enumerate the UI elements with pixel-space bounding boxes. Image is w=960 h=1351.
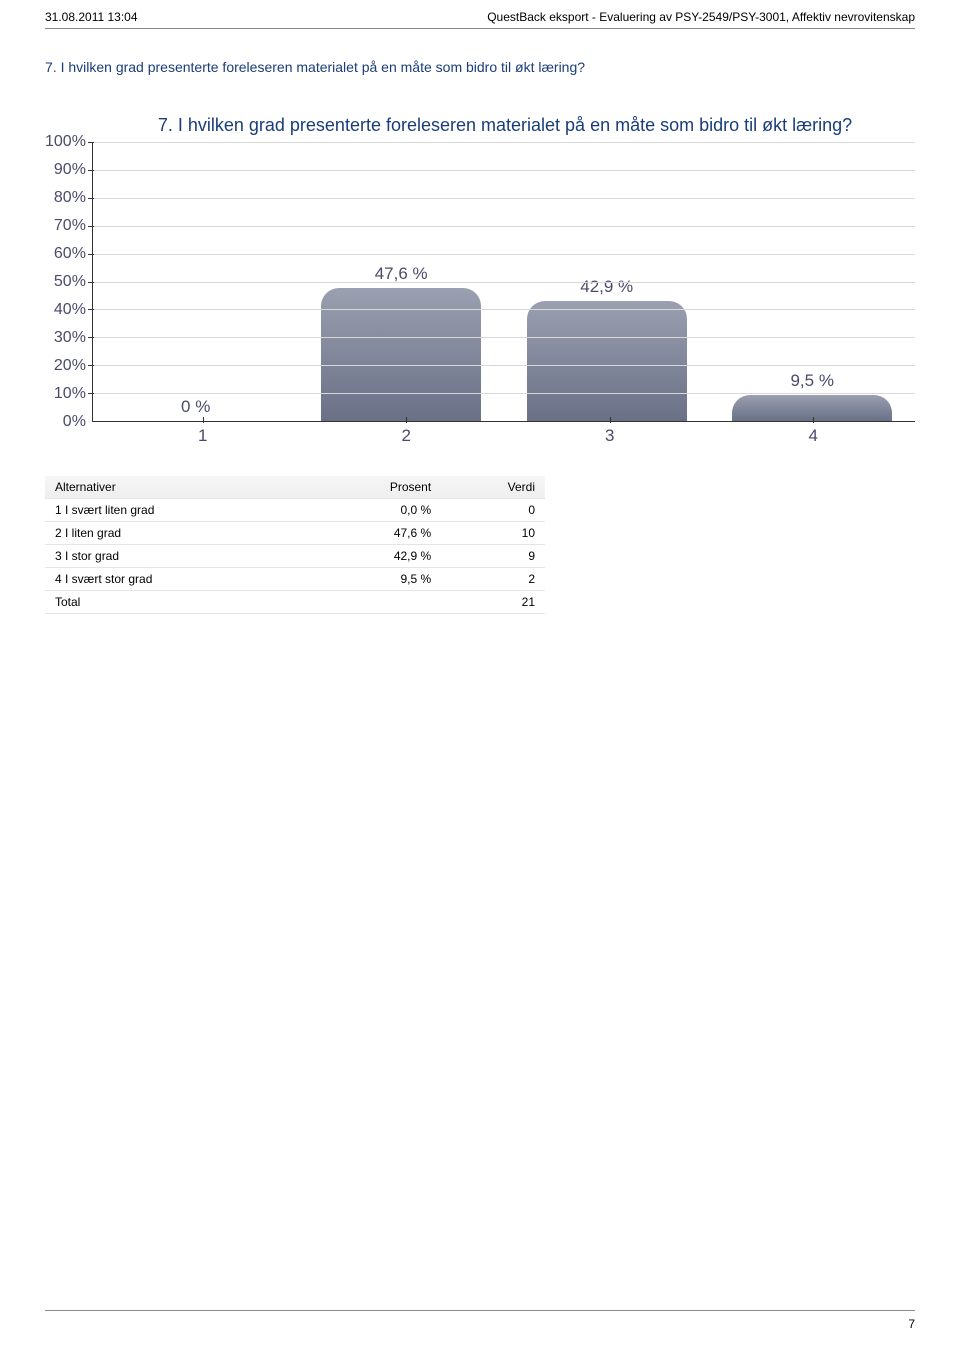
bar-value-label: 0 % bbox=[181, 397, 210, 417]
table-cell: 21 bbox=[441, 591, 545, 614]
page-header: 31.08.2011 13:04 QuestBack eksport - Eva… bbox=[45, 0, 915, 28]
table-cell bbox=[307, 591, 442, 614]
table-cell: 1 I svært liten grad bbox=[45, 499, 307, 522]
data-table: Alternativer Prosent Verdi 1 I svært lit… bbox=[45, 476, 545, 614]
y-tick-mark bbox=[88, 393, 94, 394]
y-tick-mark bbox=[88, 170, 94, 171]
table-cell: 0 bbox=[441, 499, 545, 522]
x-tick: 4 bbox=[712, 422, 916, 446]
table-cell: 47,6 % bbox=[307, 522, 442, 545]
y-axis: 100%90%80%70%60%50%40%30%20%10%0% bbox=[45, 142, 92, 422]
table-row: 1 I svært liten grad0,0 %0 bbox=[45, 499, 545, 522]
y-tick-mark bbox=[88, 226, 94, 227]
col-alternativer: Alternativer bbox=[45, 476, 307, 499]
table-cell: 10 bbox=[441, 522, 545, 545]
grid-line bbox=[93, 170, 915, 171]
table-cell: 9,5 % bbox=[307, 568, 442, 591]
table-cell: 3 I stor grad bbox=[45, 545, 307, 568]
grid-line bbox=[93, 282, 915, 283]
grid-line bbox=[93, 198, 915, 199]
grid-line bbox=[93, 254, 915, 255]
grid-line bbox=[93, 226, 915, 227]
table-cell: 9 bbox=[441, 545, 545, 568]
bar-chart: 7. I hvilken grad presenterte forelesere… bbox=[45, 115, 915, 446]
grid-line bbox=[93, 142, 915, 143]
table-row: 2 I liten grad47,6 %10 bbox=[45, 522, 545, 545]
table-row: 4 I svært stor grad9,5 %2 bbox=[45, 568, 545, 591]
y-tick-mark bbox=[88, 142, 94, 143]
y-tick-mark bbox=[88, 198, 94, 199]
bar: 42,9 % bbox=[527, 301, 687, 421]
table-cell: 42,9 % bbox=[307, 545, 442, 568]
table-cell: 0,0 % bbox=[307, 499, 442, 522]
table-row: 3 I stor grad42,9 %9 bbox=[45, 545, 545, 568]
x-axis: 1234 bbox=[101, 422, 915, 446]
table-cell: Total bbox=[45, 591, 307, 614]
bar: 47,6 % bbox=[321, 288, 481, 421]
y-tick-mark bbox=[88, 254, 94, 255]
y-tick-mark bbox=[88, 309, 94, 310]
question-heading: 7. I hvilken grad presenterte forelesere… bbox=[45, 59, 915, 75]
bar-value-label: 42,9 % bbox=[580, 277, 633, 297]
report-title: QuestBack eksport - Evaluering av PSY-25… bbox=[487, 10, 915, 24]
grid-line bbox=[93, 309, 915, 310]
page-number: 7 bbox=[908, 1317, 915, 1331]
x-tick: 1 bbox=[101, 422, 305, 446]
y-tick-mark bbox=[88, 282, 94, 283]
table-cell: 4 I svært stor grad bbox=[45, 568, 307, 591]
table-row: Total 21 bbox=[45, 591, 545, 614]
plot-area: 0 % 47,6 % 42,9 % 9,5 % bbox=[92, 142, 915, 422]
y-tick-mark bbox=[88, 337, 94, 338]
grid-line bbox=[93, 365, 915, 366]
y-tick-mark bbox=[88, 365, 94, 366]
bar-value-label: 9,5 % bbox=[790, 371, 833, 391]
bar: 9,5 % bbox=[732, 395, 892, 422]
chart-title: 7. I hvilken grad presenterte forelesere… bbox=[45, 115, 915, 136]
x-tick: 2 bbox=[305, 422, 509, 446]
grid-line bbox=[93, 393, 915, 394]
table-header-row: Alternativer Prosent Verdi bbox=[45, 476, 545, 499]
col-prosent: Prosent bbox=[307, 476, 442, 499]
chart-area: 100%90%80%70%60%50%40%30%20%10%0% 0 % 47,… bbox=[45, 142, 915, 422]
header-divider bbox=[45, 28, 915, 29]
table-cell: 2 bbox=[441, 568, 545, 591]
page-footer: 7 bbox=[45, 1310, 915, 1331]
table-cell: 2 I liten grad bbox=[45, 522, 307, 545]
x-tick: 3 bbox=[508, 422, 712, 446]
grid-line bbox=[93, 337, 915, 338]
timestamp: 31.08.2011 13:04 bbox=[45, 10, 138, 24]
col-verdi: Verdi bbox=[441, 476, 545, 499]
